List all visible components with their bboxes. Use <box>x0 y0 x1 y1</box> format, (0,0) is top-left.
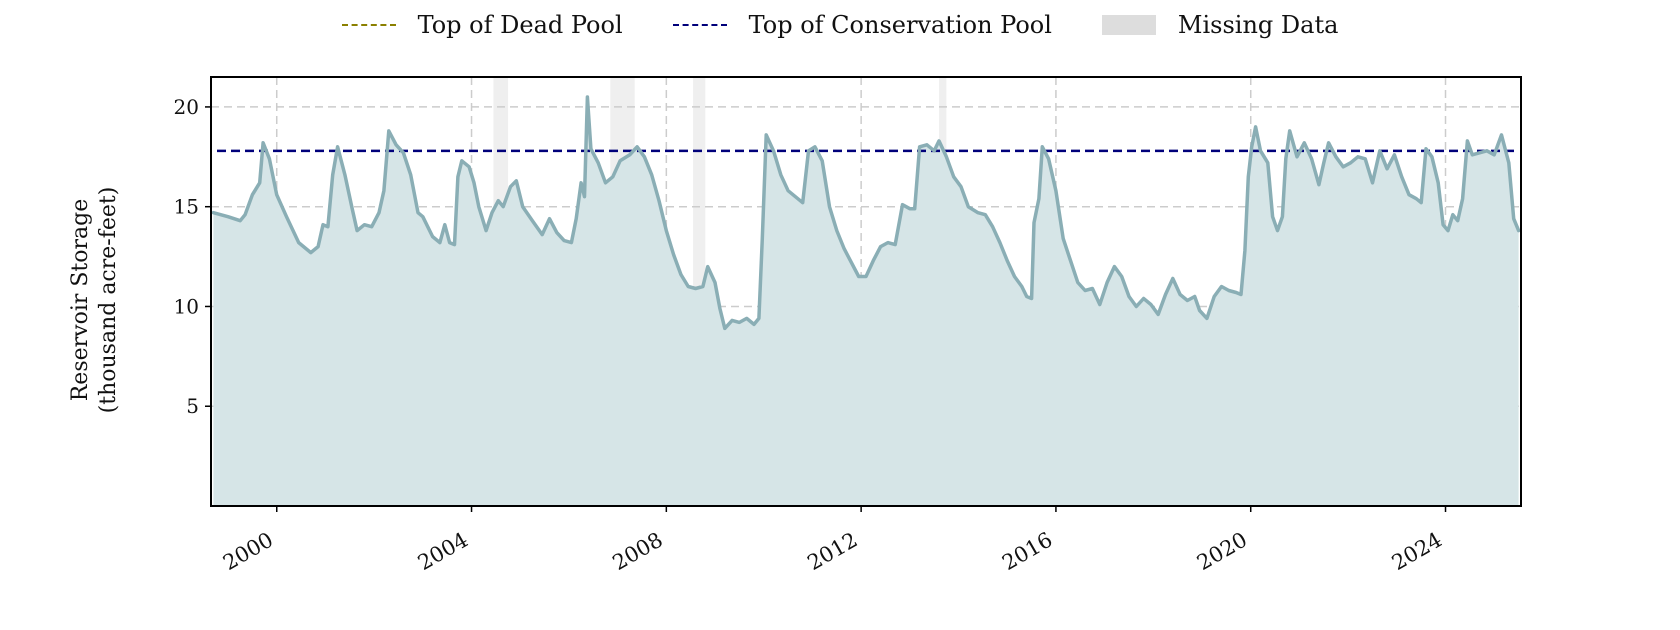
x-tick-label: 2004 <box>414 528 472 576</box>
x-tick-label: 2008 <box>609 528 667 576</box>
legend-item-conservation-pool: Top of Conservation Pool <box>672 11 1052 39</box>
legend-label: Missing Data <box>1177 11 1339 39</box>
x-tick-label: 2012 <box>803 528 861 576</box>
x-tick-label: 2000 <box>219 528 277 576</box>
legend-item-dead-pool: Top of Dead Pool <box>341 11 623 39</box>
conservation-pool-swatch <box>672 24 727 26</box>
y-tick-label: 10 <box>174 294 199 318</box>
legend-item-missing-data: Missing Data <box>1101 11 1339 39</box>
y-axis-label-line1: Reservoir Storage <box>68 198 93 402</box>
storage-area-fill <box>213 97 1519 506</box>
storage-series-line <box>211 95 1521 331</box>
missing-data-swatch <box>1101 15 1156 35</box>
legend: Top of Dead Pool Top of Conservation Poo… <box>0 8 1680 42</box>
y-tick-label: 5 <box>186 394 199 418</box>
x-axis-ticks: 2000 2004 2008 2012 2016 2020 2024 <box>219 506 1447 576</box>
x-tick-label: 2016 <box>998 528 1056 576</box>
storage-line <box>211 95 1521 331</box>
y-axis-ticks: 5 10 15 20 <box>174 95 211 418</box>
y-tick-label: 15 <box>174 195 199 219</box>
storage-area <box>213 97 1519 506</box>
y-tick-label: 20 <box>174 95 199 119</box>
y-axis-label: Reservoir Storage (thousand acre-feet) <box>67 140 123 460</box>
x-tick-label: 2020 <box>1193 528 1251 576</box>
legend-label: Top of Dead Pool <box>417 11 623 39</box>
legend-label: Top of Conservation Pool <box>748 11 1052 39</box>
dead-pool-swatch <box>341 24 396 26</box>
x-tick-label: 2024 <box>1388 528 1446 576</box>
y-axis-label-line2: (thousand acre-feet) <box>96 186 121 414</box>
plot-frame <box>210 76 1522 507</box>
